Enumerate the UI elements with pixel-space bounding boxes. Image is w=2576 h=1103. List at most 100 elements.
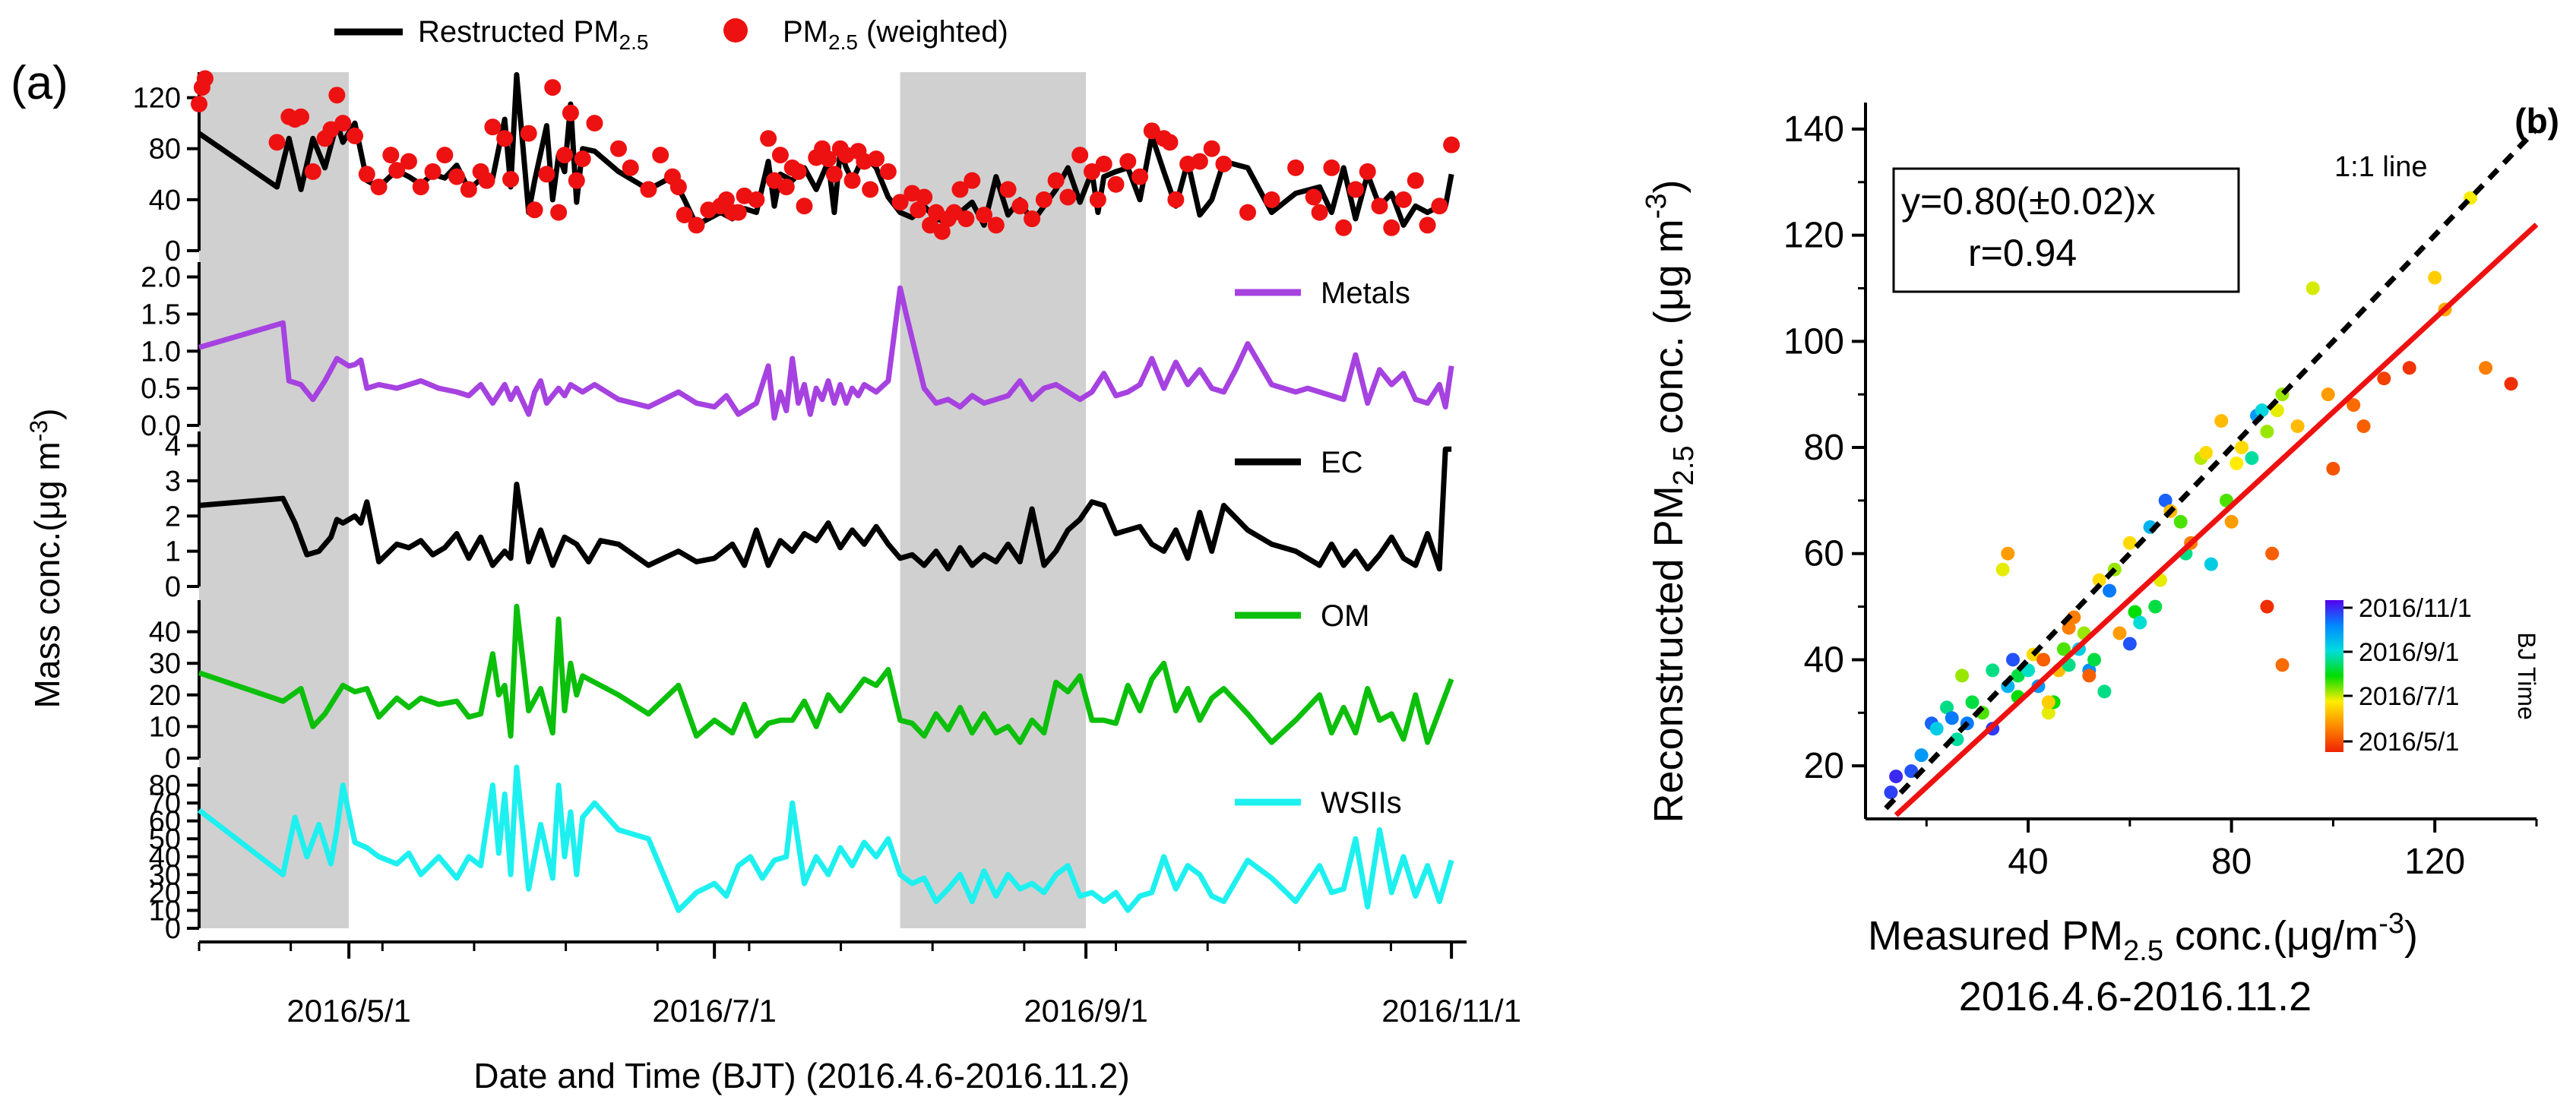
- pm25-weighted-point: [568, 172, 585, 189]
- colorbar-tick-label: 2016/11/1: [2359, 594, 2472, 623]
- scatter-point: [2260, 599, 2274, 614]
- pm25-weighted-point: [760, 130, 777, 147]
- scatter-point: [2011, 668, 2025, 683]
- pm25-weighted-point: [502, 171, 520, 188]
- scatter-point: [2056, 642, 2071, 656]
- scatter-point: [2112, 626, 2127, 640]
- scatter-point: [2402, 361, 2416, 375]
- scatter-point: [2092, 573, 2106, 587]
- pm25-weighted-point: [1347, 181, 1364, 198]
- fit-line: [1894, 223, 2539, 817]
- pm25-weighted-point: [771, 147, 789, 164]
- pm25-weighted-point: [1395, 191, 1413, 208]
- scatter-point: [2321, 387, 2335, 402]
- b-x-tick-label: 120: [2404, 842, 2465, 882]
- ec-legend: EC: [1235, 446, 1363, 479]
- y-tick-label: 40: [149, 617, 181, 649]
- b-y-tick-label: 20: [1804, 746, 1844, 786]
- pm25-weighted-point: [933, 223, 951, 240]
- scatter-point: [2158, 493, 2173, 507]
- pm25-weighted-point: [891, 194, 909, 211]
- scatter-point: [2428, 270, 2442, 285]
- colorbar: 2016/11/1 2016/9/1 2016/7/1 2016/5/1 BJ Time: [2325, 594, 2540, 757]
- pm25-weighted-point: [304, 163, 321, 180]
- y-tick-label: 2.0: [141, 262, 181, 294]
- colorbar-tick-label: 2016/7/1: [2359, 682, 2459, 711]
- pm25-weighted-point: [987, 216, 1005, 234]
- one-to-one-line: [1884, 127, 2539, 811]
- pm25-weighted-point: [1143, 122, 1160, 140]
- scatter-point: [2255, 403, 2269, 418]
- equation-box: y=0.80(±0.02)x r=0.94: [1892, 167, 2240, 293]
- om-legend-label: OM: [1321, 599, 1369, 633]
- pm25-weighted-point: [334, 115, 352, 132]
- pm25-weighted-point: [1107, 175, 1125, 193]
- pm25-weighted-point: [825, 166, 843, 183]
- scatter-point: [2122, 536, 2137, 550]
- pm25-weighted-point: [562, 104, 579, 122]
- scatter-point: [2041, 706, 2055, 720]
- scatter-point: [2305, 281, 2320, 296]
- y-tick-label: 40: [149, 842, 181, 874]
- y-tick-label: 30: [149, 859, 181, 891]
- colorbar-title: BJ Time: [2513, 632, 2540, 720]
- scatter-point: [2133, 615, 2147, 630]
- pm25-weighted-point: [910, 201, 927, 219]
- pm25-weighted-point: [717, 191, 735, 208]
- scatter-point: [1955, 668, 1970, 683]
- pm25-weighted-point: [676, 207, 693, 223]
- scatter-point: [2041, 695, 2055, 710]
- pm25-weighted-point: [1191, 153, 1208, 170]
- scatter-point: [2087, 653, 2102, 667]
- pm25-weighted-point: [1161, 134, 1179, 151]
- pm25-weighted-point: [1287, 159, 1305, 176]
- pm25-weighted-point: [478, 172, 495, 189]
- x-tick-label: 2016/9/1: [1024, 993, 1148, 1029]
- pm25-weighted-point: [1239, 204, 1256, 221]
- scatter-point: [1945, 711, 1959, 725]
- pm25-weighted-point: [868, 150, 885, 168]
- panel-a-label: (a): [11, 57, 68, 109]
- y-tick-label: 20: [149, 680, 181, 712]
- pm25-weighted-point: [976, 207, 993, 223]
- fit-equation: y=0.80(±0.02)x: [1901, 180, 2156, 223]
- pm25-weighted-point: [622, 159, 639, 176]
- pm25-weighted-point: [526, 201, 543, 219]
- scatter-point: [2173, 514, 2188, 529]
- panel-b-y-label: Reconstructed PM2.5 conc. (μg m-3): [1641, 180, 1700, 823]
- wsiis-legend: WSIIs: [1235, 786, 1402, 820]
- pm25-weighted-point: [268, 134, 286, 151]
- scatter-point: [2260, 425, 2274, 439]
- scatter-point: [2036, 653, 2051, 667]
- y-tick-label: 3: [165, 466, 181, 498]
- pm25-weighted-point: [879, 163, 897, 180]
- scatter-point: [2275, 658, 2290, 672]
- y-tick-label: 10: [149, 711, 181, 743]
- pm25-weighted-point: [1059, 188, 1077, 206]
- pm25-weighted-point: [460, 181, 477, 198]
- pm25-weighted-point: [1443, 136, 1460, 153]
- scatter-point: [2377, 371, 2391, 386]
- wsiis-legend-label: WSIIs: [1321, 786, 1402, 820]
- y-tick-label: 40: [149, 185, 181, 216]
- ec-legend-label: EC: [1321, 446, 1363, 479]
- pm25-weighted-point: [790, 163, 807, 180]
- correlation-r: r=0.94: [1968, 232, 2077, 274]
- om-legend: OM: [1235, 599, 1369, 633]
- scatter-point: [2356, 419, 2371, 434]
- series-line-metals: [198, 285, 1454, 421]
- pm25-weighted-point: [424, 163, 441, 180]
- pm25-weighted-point: [496, 130, 514, 147]
- pm25-weighted-point: [1119, 153, 1137, 170]
- b-x-tick-label: 40: [2008, 842, 2048, 882]
- pm25-weighted-point: [1215, 155, 1233, 172]
- pm25-weighted-point: [1323, 159, 1340, 176]
- b-y-tick-label: 140: [1783, 109, 1844, 150]
- scatter-point: [2148, 599, 2163, 614]
- scatter-point: [2082, 668, 2097, 683]
- y-tick-label: 10: [149, 895, 181, 927]
- colorbar-tick-label: 2016/5/1: [2359, 728, 2459, 757]
- scatter-point: [1965, 695, 1979, 710]
- legend-marker-label: PM2.5 (weighted): [783, 15, 1008, 54]
